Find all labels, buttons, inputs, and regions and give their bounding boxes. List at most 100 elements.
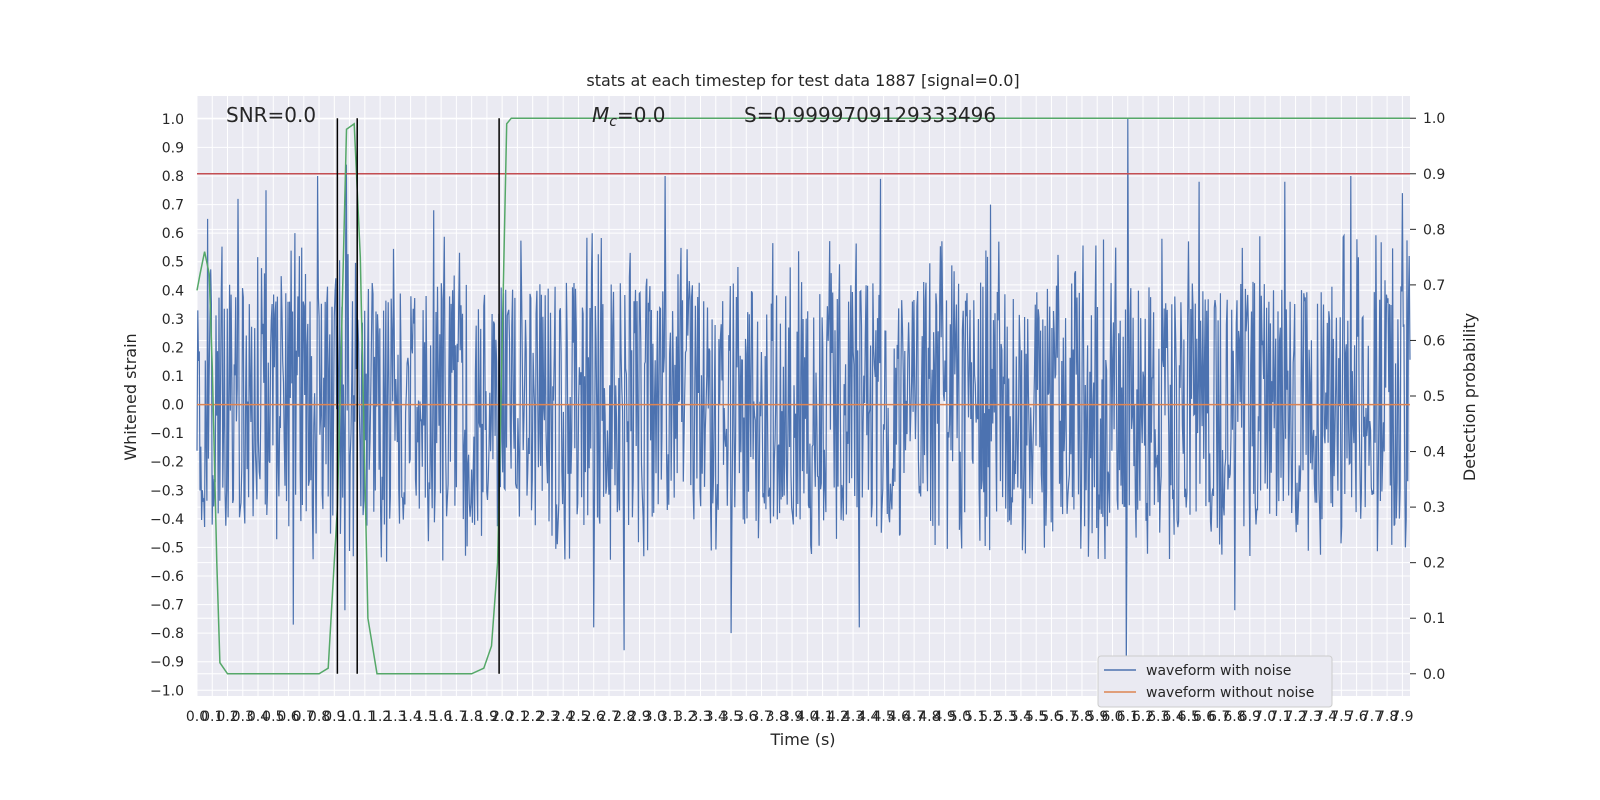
- x-tick-label: 6.8: [1223, 709, 1245, 725]
- x-tick-label: 3.5: [720, 709, 742, 725]
- y-tick-labels: −1.0 −0.9 −0.8 −0.7 −0.6 −0.5 −0.4 −0.3 −0.2 −0.1…: [150, 112, 184, 699]
- x-tick-label: 0.9: [323, 709, 345, 725]
- chart-title: stats at each timestep for test data 188…: [586, 71, 1019, 90]
- x-tick-label: 3.1: [659, 709, 681, 725]
- x-tick-label: 5.1: [964, 709, 986, 725]
- x-tick-label: 3.4: [705, 709, 727, 725]
- x-tick-label: 7.9: [1391, 709, 1413, 725]
- legend: waveform with noise waveform without noi…: [1097, 655, 1333, 708]
- x-tick-label: 6.4: [1162, 709, 1184, 725]
- x-tick-label: 1.4: [399, 709, 421, 725]
- y-tick-label: 0.0: [162, 398, 184, 414]
- x-tick-label: 5.2: [979, 709, 1001, 725]
- y2-tick-label: 0.4: [1423, 445, 1445, 461]
- mc-symbol: M: [592, 103, 609, 127]
- x-tick-label: 0.6: [277, 709, 299, 725]
- y-tick-label: 0.8: [162, 169, 184, 185]
- x-tick-label: 2.2: [522, 709, 544, 725]
- x-tick-label: 5.9: [1086, 709, 1108, 725]
- x-tick-label: 5.5: [1025, 709, 1047, 725]
- y2-tick-label: 0.6: [1423, 333, 1445, 349]
- y-tick-label: 0.5: [162, 255, 184, 271]
- x-tick-label: 2.7: [598, 709, 620, 725]
- x-tick-label: 5.0: [949, 709, 971, 725]
- y-tick-label: −0.3: [150, 483, 184, 499]
- mc-annotation: Mc=0.0: [592, 103, 666, 130]
- series-waveform-with-noise: [196, 118, 1411, 671]
- x-tick-label: 5.6: [1040, 709, 1062, 725]
- x-axis-label: Time (s): [769, 730, 835, 749]
- x-tick-label: 7.0: [1254, 709, 1276, 725]
- x-tick-label: 5.4: [1010, 709, 1032, 725]
- x-tick-label: 0.4: [247, 709, 269, 725]
- x-tick-label: 2.3: [537, 709, 559, 725]
- x-tick-label: 7.2: [1284, 709, 1306, 725]
- legend-label-noise: waveform with noise: [1146, 663, 1291, 679]
- vertical-markers: [336, 118, 500, 674]
- x-tick-label: 6.2: [1132, 709, 1154, 725]
- y-tick-label: −0.5: [150, 540, 184, 556]
- snr-annotation: SNR=0.0: [226, 103, 316, 127]
- x-tick-label: 7.3: [1300, 709, 1322, 725]
- x-tick-label: 2.8: [613, 709, 635, 725]
- x-tick-label: 2.1: [506, 709, 528, 725]
- x-tick-label: 4.8: [918, 709, 940, 725]
- x-tick-label: 3.8: [766, 709, 788, 725]
- x-tick-label: 3.9: [781, 709, 803, 725]
- y-tick-label: −0.1: [150, 426, 184, 442]
- y2-tick-label: 0.1: [1423, 611, 1445, 627]
- x-tick-label: 7.5: [1330, 709, 1352, 725]
- y2-tick-label: 0.0: [1423, 667, 1445, 683]
- x-tick-label: 4.7: [903, 709, 925, 725]
- x-tick-label: 6.3: [1147, 709, 1169, 725]
- y2-axis-label: Detection probability: [1460, 313, 1479, 481]
- y-tick-label: 0.4: [162, 283, 184, 299]
- y-tick-label: 1.0: [162, 112, 184, 128]
- mc-subscript: c: [609, 114, 617, 130]
- y-tick-label: −0.4: [150, 512, 184, 528]
- legend-box: [1097, 655, 1333, 708]
- x-tick-label: 3.0: [644, 709, 666, 725]
- x-tick-label: 1.8: [461, 709, 483, 725]
- x-tick-label: 0.5: [262, 709, 284, 725]
- y-tick-label: −0.6: [150, 569, 184, 585]
- x-tick-label: 0.8: [308, 709, 330, 725]
- x-tick-label: 0.2: [216, 709, 238, 725]
- x-tick-label: 5.3: [995, 709, 1017, 725]
- x-tick-label: 3.2: [674, 709, 696, 725]
- x-tick-label: 2.4: [552, 709, 574, 725]
- x-tick-label: 2.9: [628, 709, 650, 725]
- x-tick-label: 7.1: [1269, 709, 1291, 725]
- x-tick-label: 1.6: [430, 709, 452, 725]
- probability-line: [196, 117, 1410, 675]
- x-tick-label: 3.7: [750, 709, 772, 725]
- y-tick-label: 0.2: [162, 340, 184, 356]
- y-tick-label: −0.8: [150, 626, 184, 642]
- legend-label-clean: waveform without noise: [1146, 685, 1314, 701]
- x-tick-label: 7.8: [1376, 709, 1398, 725]
- y-tick-label: 0.9: [162, 140, 184, 156]
- x-tick-label: 4.3: [842, 709, 864, 725]
- x-tick-label: 2.0: [491, 709, 513, 725]
- x-tick-label: 2.6: [583, 709, 605, 725]
- y2-tick-label: 0.8: [1423, 222, 1445, 238]
- x-tick-label: 2.5: [567, 709, 589, 725]
- noise-line: [196, 118, 1411, 671]
- y-tick-label: 0.1: [162, 369, 184, 385]
- x-tick-label: 0.3: [232, 709, 254, 725]
- mc-value: =0.0: [617, 103, 666, 127]
- x-tick-label: 4.5: [872, 709, 894, 725]
- x-tick-label: 4.2: [827, 709, 849, 725]
- x-tick-label: 4.0: [796, 709, 818, 725]
- y2-tick-labels: 0.0 0.1 0.2 0.3 0.4 0.5 0.6 0.7 0.8 0.9 1.0: [1410, 111, 1445, 683]
- y2-tick-label: 0.3: [1423, 500, 1445, 516]
- x-tick-label: 1.1: [354, 709, 376, 725]
- series-detection-probability: [196, 117, 1410, 675]
- x-tick-label: 3.3: [689, 709, 711, 725]
- x-tick-label: 4.9: [934, 709, 956, 725]
- x-tick-label: 7.4: [1315, 709, 1337, 725]
- x-tick-labels: 0.00.10.20.30.40.50.60.70.80.91.01.11.21…: [186, 709, 1414, 725]
- x-tick-label: 4.6: [888, 709, 910, 725]
- x-tick-label: 6.1: [1117, 709, 1139, 725]
